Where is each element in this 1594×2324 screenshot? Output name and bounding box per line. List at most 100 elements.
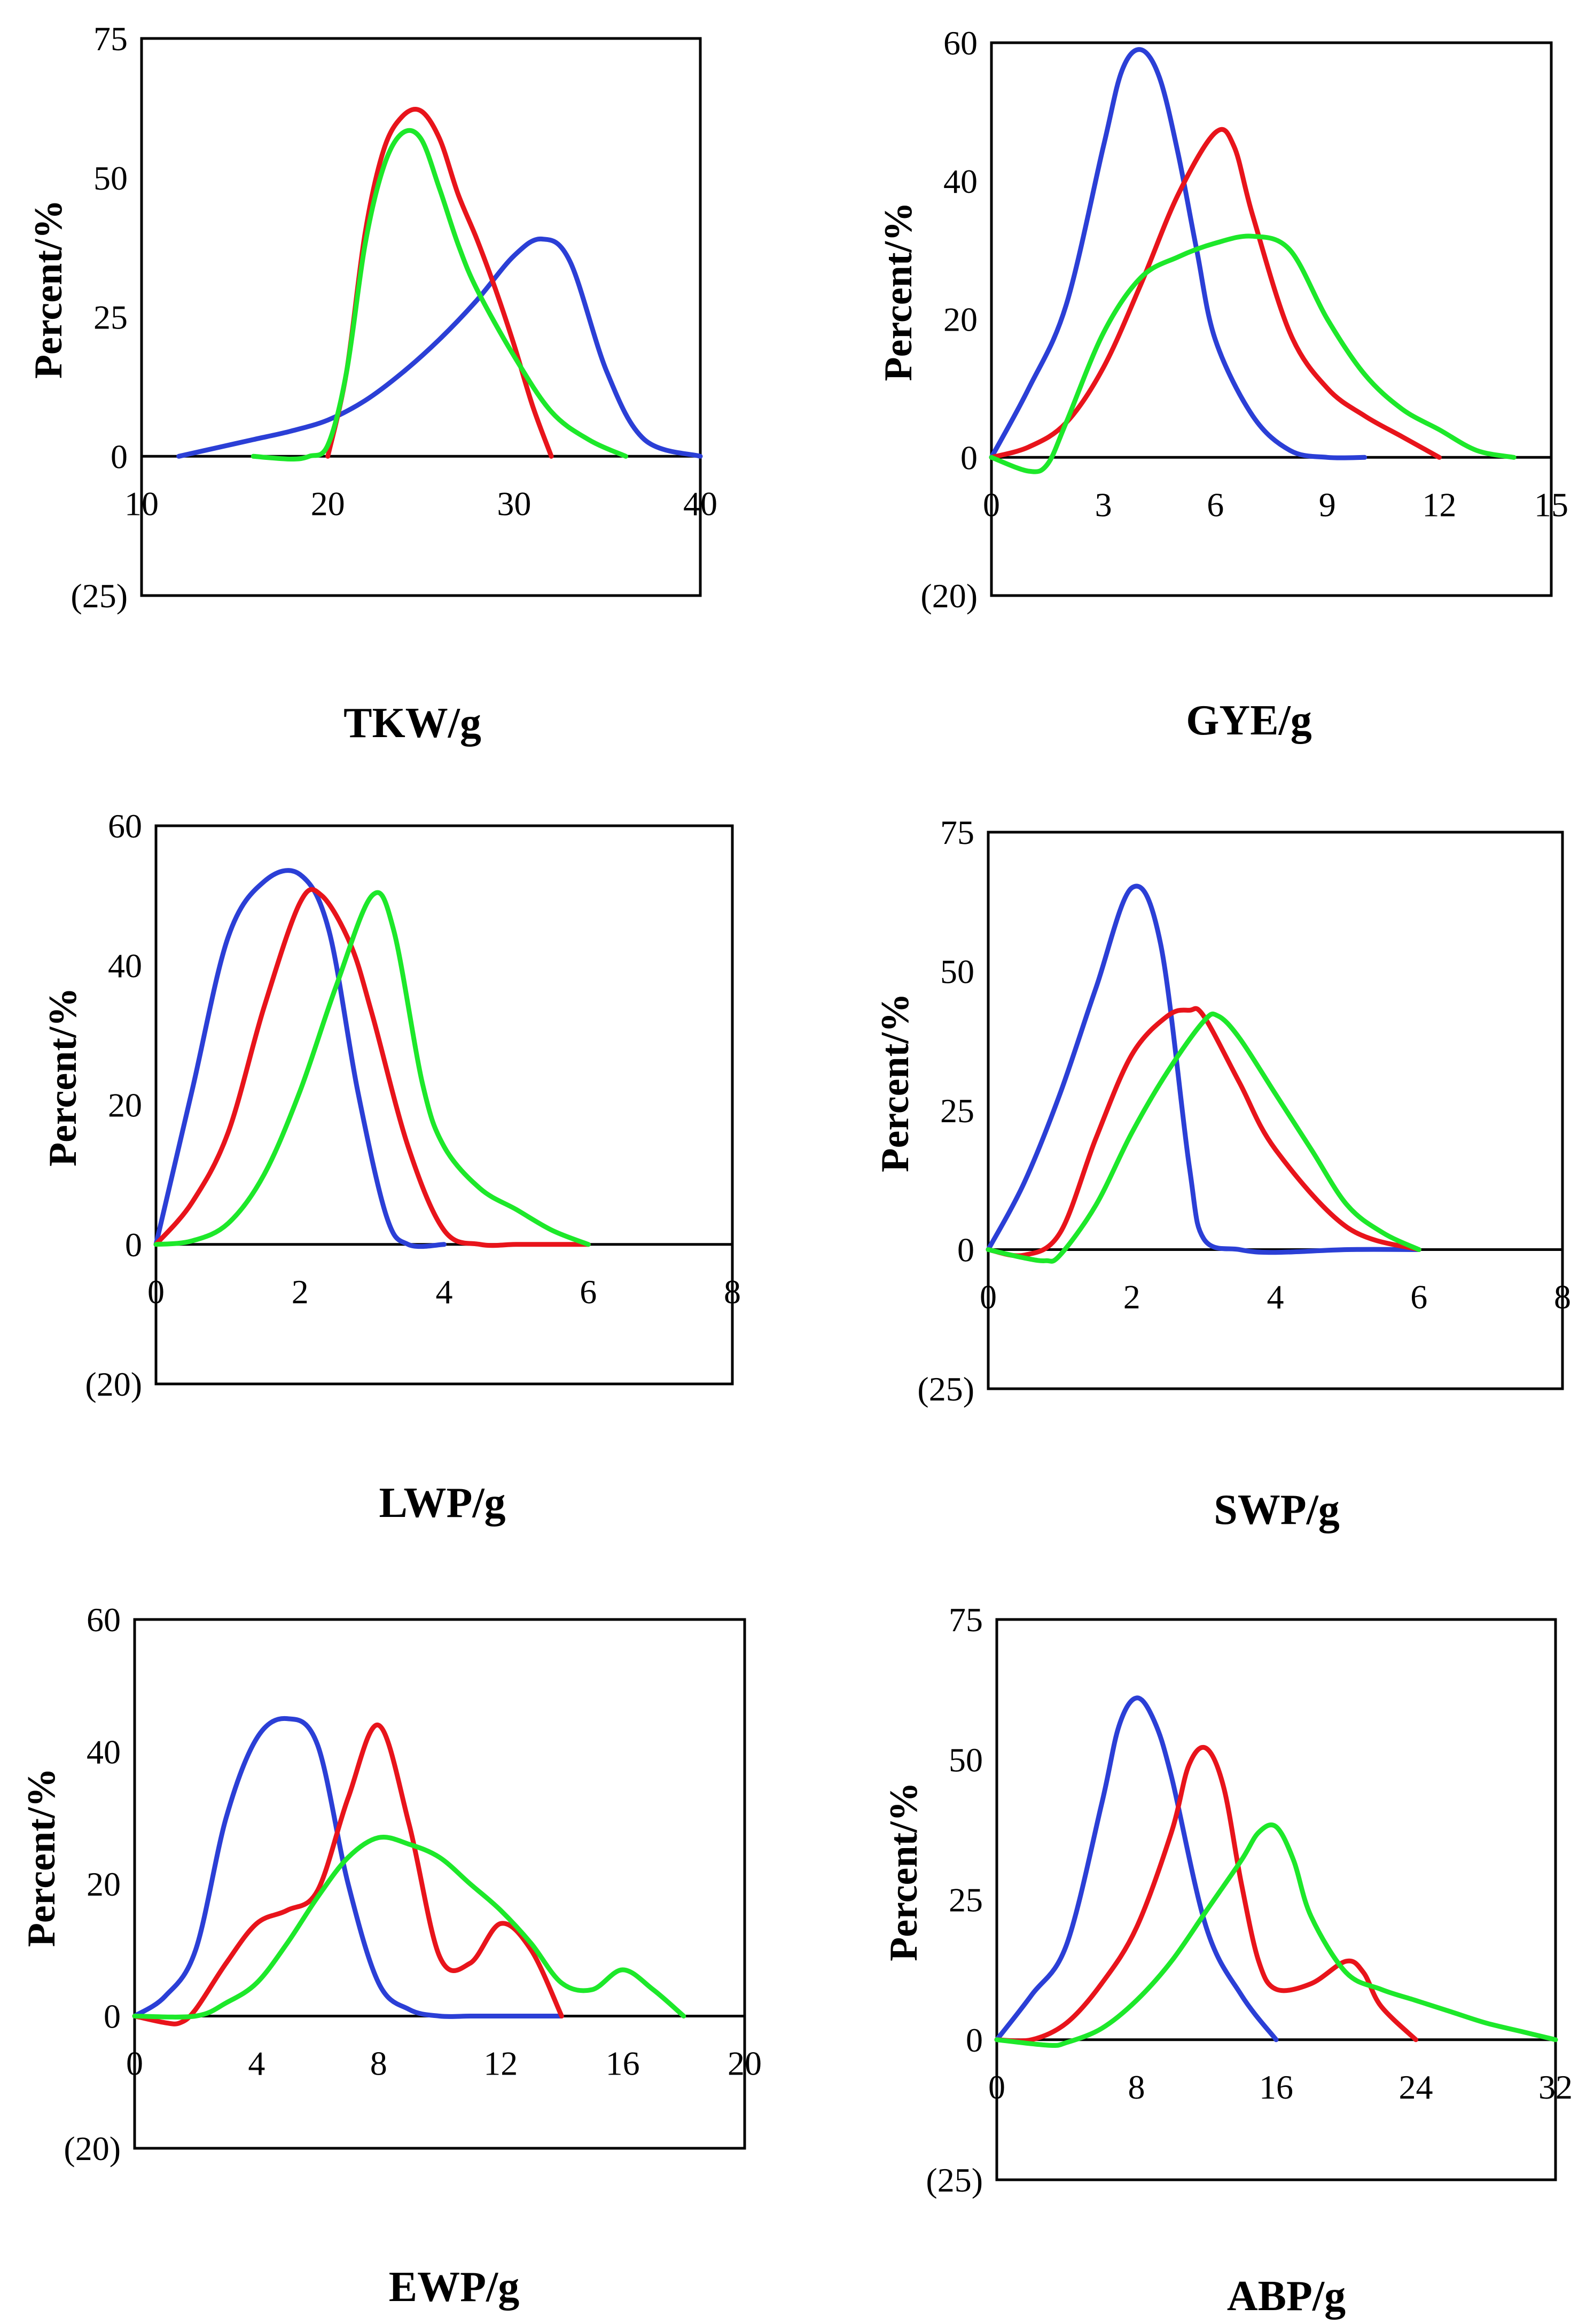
- series-line-series-1: [176, 236, 703, 459]
- x-axis-label: EWP/g: [389, 2264, 519, 2311]
- series-line-series-3: [251, 128, 628, 461]
- x-tick-label: 4: [1267, 1278, 1284, 1316]
- y-tick-label: 0: [960, 439, 978, 476]
- x-tick-label: 24: [1399, 2068, 1433, 2106]
- panel-1: 75 50 25 0 (25) 10 20 30 40 Percent/% TKW/g: [27, 20, 717, 747]
- series-line-series-1: [994, 1695, 1279, 2043]
- y-tick-label: 75: [949, 1601, 983, 1639]
- x-tick-label: 2: [292, 1273, 309, 1311]
- y-tick-label: 20: [108, 1086, 142, 1124]
- x-tick-label: 6: [1410, 1278, 1427, 1316]
- y-tick-label: 40: [87, 1733, 121, 1771]
- series-line-series-1: [132, 1716, 564, 2019]
- y-tick-label: (20): [920, 577, 978, 615]
- series-line-series-3: [153, 890, 591, 1247]
- x-tick-label: 30: [497, 484, 531, 522]
- y-tick-label: 20: [87, 1865, 121, 1903]
- x-tick-label: 3: [1095, 486, 1112, 523]
- series-line-series-2: [994, 1745, 1418, 2044]
- series-line-series-3: [994, 1822, 1558, 2048]
- y-tick-label: 60: [943, 24, 978, 62]
- series-line-series-2: [986, 1006, 1421, 1258]
- x-tick-label: 8: [370, 2045, 387, 2083]
- y-tick-label: (20): [64, 2130, 121, 2167]
- y-tick-label: 0: [966, 2021, 983, 2059]
- y-tick-label: 50: [949, 1741, 983, 1779]
- x-tick-label: 40: [683, 484, 717, 522]
- series-line-series-3: [989, 233, 1517, 474]
- series-line-series-1: [989, 47, 1368, 460]
- y-tick-label: 25: [940, 1092, 974, 1130]
- y-tick-label: 0: [111, 437, 128, 475]
- y-tick-label: 60: [108, 807, 142, 845]
- series-line-series-3: [986, 1011, 1421, 1264]
- x-tick-label: 32: [1538, 2068, 1573, 2106]
- x-axis-label: ABP/g: [1227, 2273, 1346, 2320]
- series-line-series-2: [989, 127, 1442, 460]
- x-tick-label: 12: [1422, 486, 1456, 523]
- x-tick-label: 20: [311, 484, 345, 522]
- y-tick-label: 75: [93, 20, 128, 58]
- x-tick-label: 20: [728, 2045, 762, 2083]
- y-tick-label: (25): [917, 1370, 974, 1408]
- x-tick-label: 6: [580, 1273, 597, 1311]
- y-tick-label: 0: [104, 1998, 121, 2036]
- x-tick-label: 16: [606, 2045, 640, 2083]
- plot-frame: [990, 41, 1553, 597]
- plot-frame: [140, 37, 702, 597]
- x-tick-label: 0: [126, 2045, 143, 2083]
- x-tick-label: 4: [248, 2045, 265, 2083]
- y-tick-label: 20: [943, 301, 978, 339]
- y-tick-label: 40: [943, 162, 978, 200]
- x-tick-label: 8: [1128, 2068, 1145, 2106]
- y-axis-label: Percent/%: [873, 993, 917, 1172]
- y-axis-label: Percent/%: [877, 202, 920, 381]
- series-line-series-1: [153, 868, 447, 1249]
- series-line-series-3: [132, 1835, 686, 2020]
- y-tick-label: 0: [125, 1226, 142, 1264]
- plot-frame: [154, 824, 734, 1386]
- panel-6: 75 50 25 0 (25) 0 8 16 24 32 Percent/% ABP/g: [882, 1601, 1573, 2320]
- x-tick-label: 0: [988, 2068, 1005, 2106]
- y-tick-label: (20): [85, 1365, 142, 1403]
- y-axis-label: Percent/%: [27, 200, 71, 379]
- x-tick-label: 8: [724, 1273, 741, 1311]
- x-tick-label: 2: [1123, 1278, 1140, 1316]
- panel-3: 60 40 20 0 (20) 0 2 4 6 8 Percent/% LWP/g: [41, 807, 741, 1527]
- x-tick-label: 12: [483, 2045, 518, 2083]
- x-axis-label: LWP/g: [379, 1480, 505, 1527]
- series-line-series-2: [132, 1723, 564, 2026]
- x-tick-label: 0: [147, 1273, 165, 1311]
- x-axis-label: TKW/g: [343, 700, 481, 747]
- panel-4: 75 50 25 0 (25) 0 2 4 6 8 Percent/% SWP/g: [873, 813, 1571, 1533]
- x-tick-label: 9: [1319, 486, 1336, 523]
- x-tick-label: 4: [436, 1273, 453, 1311]
- series-line-series-2: [153, 887, 591, 1248]
- x-tick-label: 0: [980, 1278, 997, 1316]
- y-axis-label: Percent/%: [41, 987, 85, 1167]
- x-axis-label: SWP/g: [1214, 1486, 1340, 1533]
- x-tick-label: 16: [1259, 2068, 1293, 2106]
- y-tick-label: 25: [949, 1881, 983, 1919]
- plot-frame: [987, 831, 1564, 1390]
- panel-5: 60 40 20 0 (20) 0 4 8 12 16 20 Percent/% EWP/g: [20, 1601, 762, 2311]
- x-tick-label: 6: [1207, 486, 1224, 523]
- x-tick-label: 8: [1554, 1278, 1571, 1316]
- y-tick-label: 0: [957, 1231, 974, 1269]
- y-tick-label: (25): [926, 2161, 983, 2199]
- x-tick-label: 10: [124, 484, 159, 522]
- series-line-series-1: [986, 883, 1421, 1255]
- y-tick-label: 25: [93, 299, 128, 337]
- plot-frame: [995, 1618, 1557, 2181]
- y-tick-label: 50: [93, 159, 128, 197]
- panel-2: 60 40 20 0 (20) 0 3 6 9 12 15 Percent/% GYE/g: [877, 24, 1568, 744]
- y-axis-label: Percent/%: [882, 1782, 926, 1961]
- x-tick-label: 0: [983, 486, 1000, 523]
- x-tick-label: 15: [1534, 486, 1568, 523]
- y-tick-label: 50: [940, 953, 974, 991]
- plot-frame: [133, 1618, 746, 2150]
- y-tick-label: 75: [940, 813, 974, 851]
- y-tick-label: (25): [71, 577, 128, 615]
- x-axis-label: GYE/g: [1186, 697, 1312, 744]
